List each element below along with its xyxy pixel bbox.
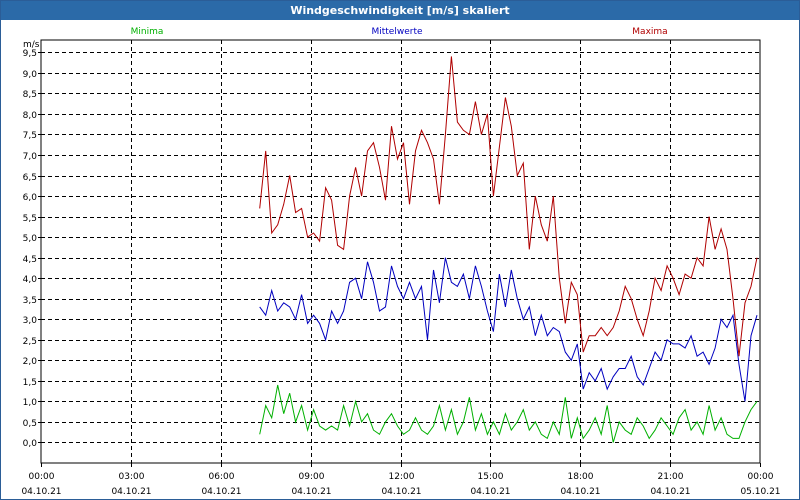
x-tick-label-time: 21:00	[658, 472, 684, 482]
plot-frame	[40, 39, 761, 464]
x-tick-label-date: 04.10.21	[381, 487, 421, 497]
x-tick-label-date: 04.10.21	[560, 487, 600, 497]
y-tick-label: 0,0	[23, 439, 38, 449]
y-tick-label: 8,0	[23, 111, 38, 121]
x-tick-label-date: 04.10.21	[201, 487, 241, 497]
y-tick-label: 4,0	[23, 275, 38, 285]
y-tick-label: 5,0	[23, 234, 38, 244]
series-line-maxima	[259, 56, 758, 357]
y-axis-label: m/s	[23, 40, 40, 50]
legend-mittelwerte: Mittelwerte	[371, 27, 422, 37]
series-line-minima	[259, 384, 758, 443]
x-tick-label-time: 00:00	[748, 472, 774, 482]
x-tick-label-time: 09:00	[299, 472, 325, 482]
x-tick-label-time: 18:00	[568, 472, 594, 482]
y-tick-label: 1,0	[23, 398, 38, 408]
legend-minima: Minima	[131, 27, 164, 37]
y-tick-label: 6,5	[23, 173, 37, 183]
x-tick-label-time: 12:00	[389, 472, 415, 482]
x-tick-label-time: 06:00	[209, 472, 235, 482]
x-tick-label-time: 03:00	[119, 472, 145, 482]
y-tick-label: 3,0	[23, 316, 38, 326]
x-tick-label-date: 04.10.21	[291, 487, 331, 497]
series-line-mittelwerte	[259, 257, 758, 402]
x-tick-label-time: 15:00	[478, 472, 504, 482]
y-tick-label: 8,5	[23, 90, 37, 100]
x-tick-label-date: 05.10.21	[740, 487, 780, 497]
y-tick-label: 7,5	[23, 131, 37, 141]
x-tick-label-date: 04.10.21	[650, 487, 690, 497]
y-tick-label: 0,5	[23, 419, 37, 429]
y-tick-label: 2,0	[23, 357, 38, 367]
x-tick-label-date: 04.10.21	[21, 487, 61, 497]
x-tick-label-date: 04.10.21	[111, 487, 151, 497]
y-tick-label: 9,0	[23, 70, 38, 80]
legend-maxima: Maxima	[632, 27, 667, 37]
y-tick-label: 4,5	[23, 255, 37, 265]
x-tick-label-date: 04.10.21	[470, 487, 510, 497]
window-title: Windgeschwindigkeit [m/s] skaliert	[1, 1, 799, 20]
x-tick-label-time: 00:00	[29, 472, 55, 482]
y-tick-label: 5,5	[23, 214, 37, 224]
y-tick-label: 2,5	[23, 337, 37, 347]
y-tick-label: 7,0	[23, 152, 38, 162]
y-tick-label: 1,5	[23, 378, 37, 388]
y-tick-label: 9,5	[23, 49, 37, 59]
y-tick-label: 3,5	[23, 296, 37, 306]
y-tick-label: 6,0	[23, 193, 38, 203]
